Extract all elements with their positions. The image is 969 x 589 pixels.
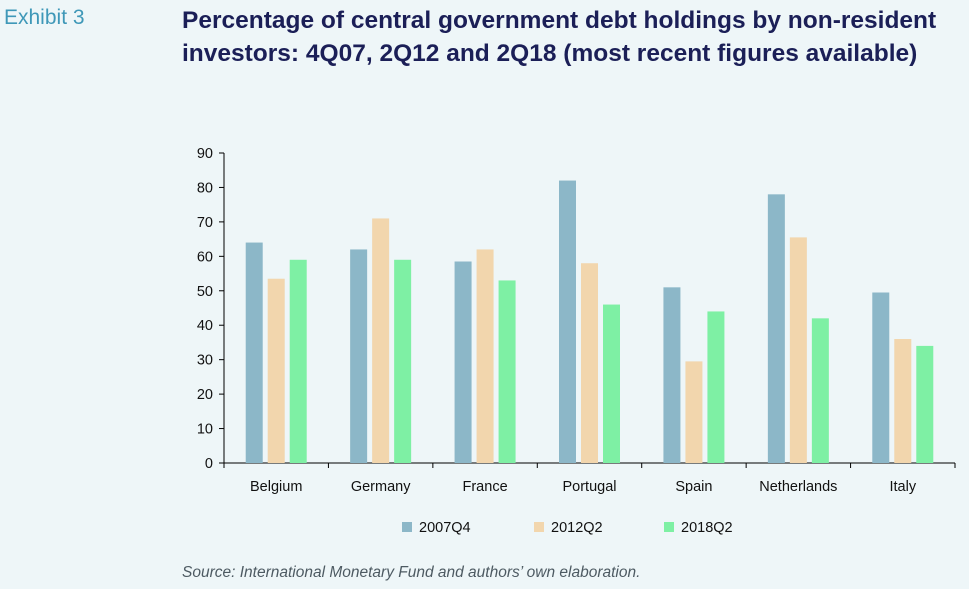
legend-label: 2018Q2 — [681, 520, 733, 536]
bar-2007q4 — [663, 287, 681, 463]
bar-2018q2 — [603, 304, 620, 463]
bar-2018q2 — [289, 259, 307, 463]
bar-2007q4 — [350, 249, 368, 463]
bar-2007q4 — [454, 261, 472, 463]
y-tick-label: 90 — [197, 146, 213, 162]
chart-title: Percentage of central government debt ho… — [182, 7, 937, 67]
chart-bars — [245, 180, 934, 464]
bar-2012q2 — [267, 278, 285, 463]
bar-2012q2 — [685, 361, 703, 463]
y-tick-label: 80 — [197, 180, 213, 196]
y-tick-label: 50 — [197, 284, 213, 300]
bar-2018q2 — [394, 259, 412, 463]
x-tick-label: Italy — [889, 479, 916, 495]
bar-2018q2 — [498, 280, 516, 463]
legend-label: 2012Q2 — [551, 520, 603, 536]
bar-2018q2 — [707, 311, 725, 463]
bar-2007q4 — [559, 180, 576, 464]
y-tick-label: 70 — [197, 215, 213, 231]
legend-swatch — [664, 522, 674, 532]
y-tick-label: 40 — [197, 318, 213, 334]
legend-swatch — [534, 522, 544, 532]
chart-legend: 2007Q4 2012Q2 2018Q2 — [402, 520, 733, 536]
y-tick-label: 60 — [197, 249, 213, 265]
y-tick-label: 0 — [205, 456, 213, 472]
y-tick-label: 30 — [197, 353, 213, 369]
x-tick-label: Portugal — [562, 479, 616, 495]
bar-2007q4 — [767, 194, 785, 464]
x-tick-label: Belgium — [250, 479, 302, 495]
bar-2012q2 — [581, 263, 598, 463]
bar-2007q4 — [245, 242, 263, 463]
bar-2012q2 — [372, 218, 390, 463]
y-tick-label: 10 — [197, 422, 213, 438]
bar-2012q2 — [789, 237, 807, 463]
x-tick-label: Netherlands — [759, 479, 837, 495]
bar-chart: 0 10 20 30 40 50 60 70 80 90 Belgium Germany France P… — [197, 146, 956, 536]
legend-swatch — [402, 522, 412, 532]
chart-axes: 0 10 20 30 40 50 60 70 80 90 Belgium Germany France P… — [197, 146, 956, 495]
y-tick-label: 20 — [197, 387, 213, 403]
legend-label: 2007Q4 — [419, 520, 471, 536]
bar-2012q2 — [476, 249, 494, 463]
bar-2012q2 — [894, 339, 912, 463]
x-tick-label: Germany — [351, 479, 411, 495]
bar-2018q2 — [811, 318, 829, 463]
bar-2007q4 — [872, 292, 890, 463]
x-tick-label: Spain — [675, 479, 712, 495]
x-tick-label: France — [463, 479, 508, 495]
source-note: Source: International Monetary Fund and … — [182, 564, 641, 581]
bar-2018q2 — [916, 345, 934, 463]
exhibit-label: Exhibit 3 — [4, 6, 85, 29]
